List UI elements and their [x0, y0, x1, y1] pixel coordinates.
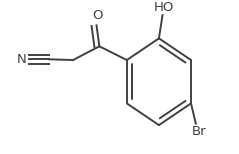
Text: O: O: [92, 9, 103, 22]
Text: HO: HO: [153, 1, 174, 14]
Text: Br: Br: [192, 125, 207, 138]
Text: N: N: [17, 53, 27, 66]
